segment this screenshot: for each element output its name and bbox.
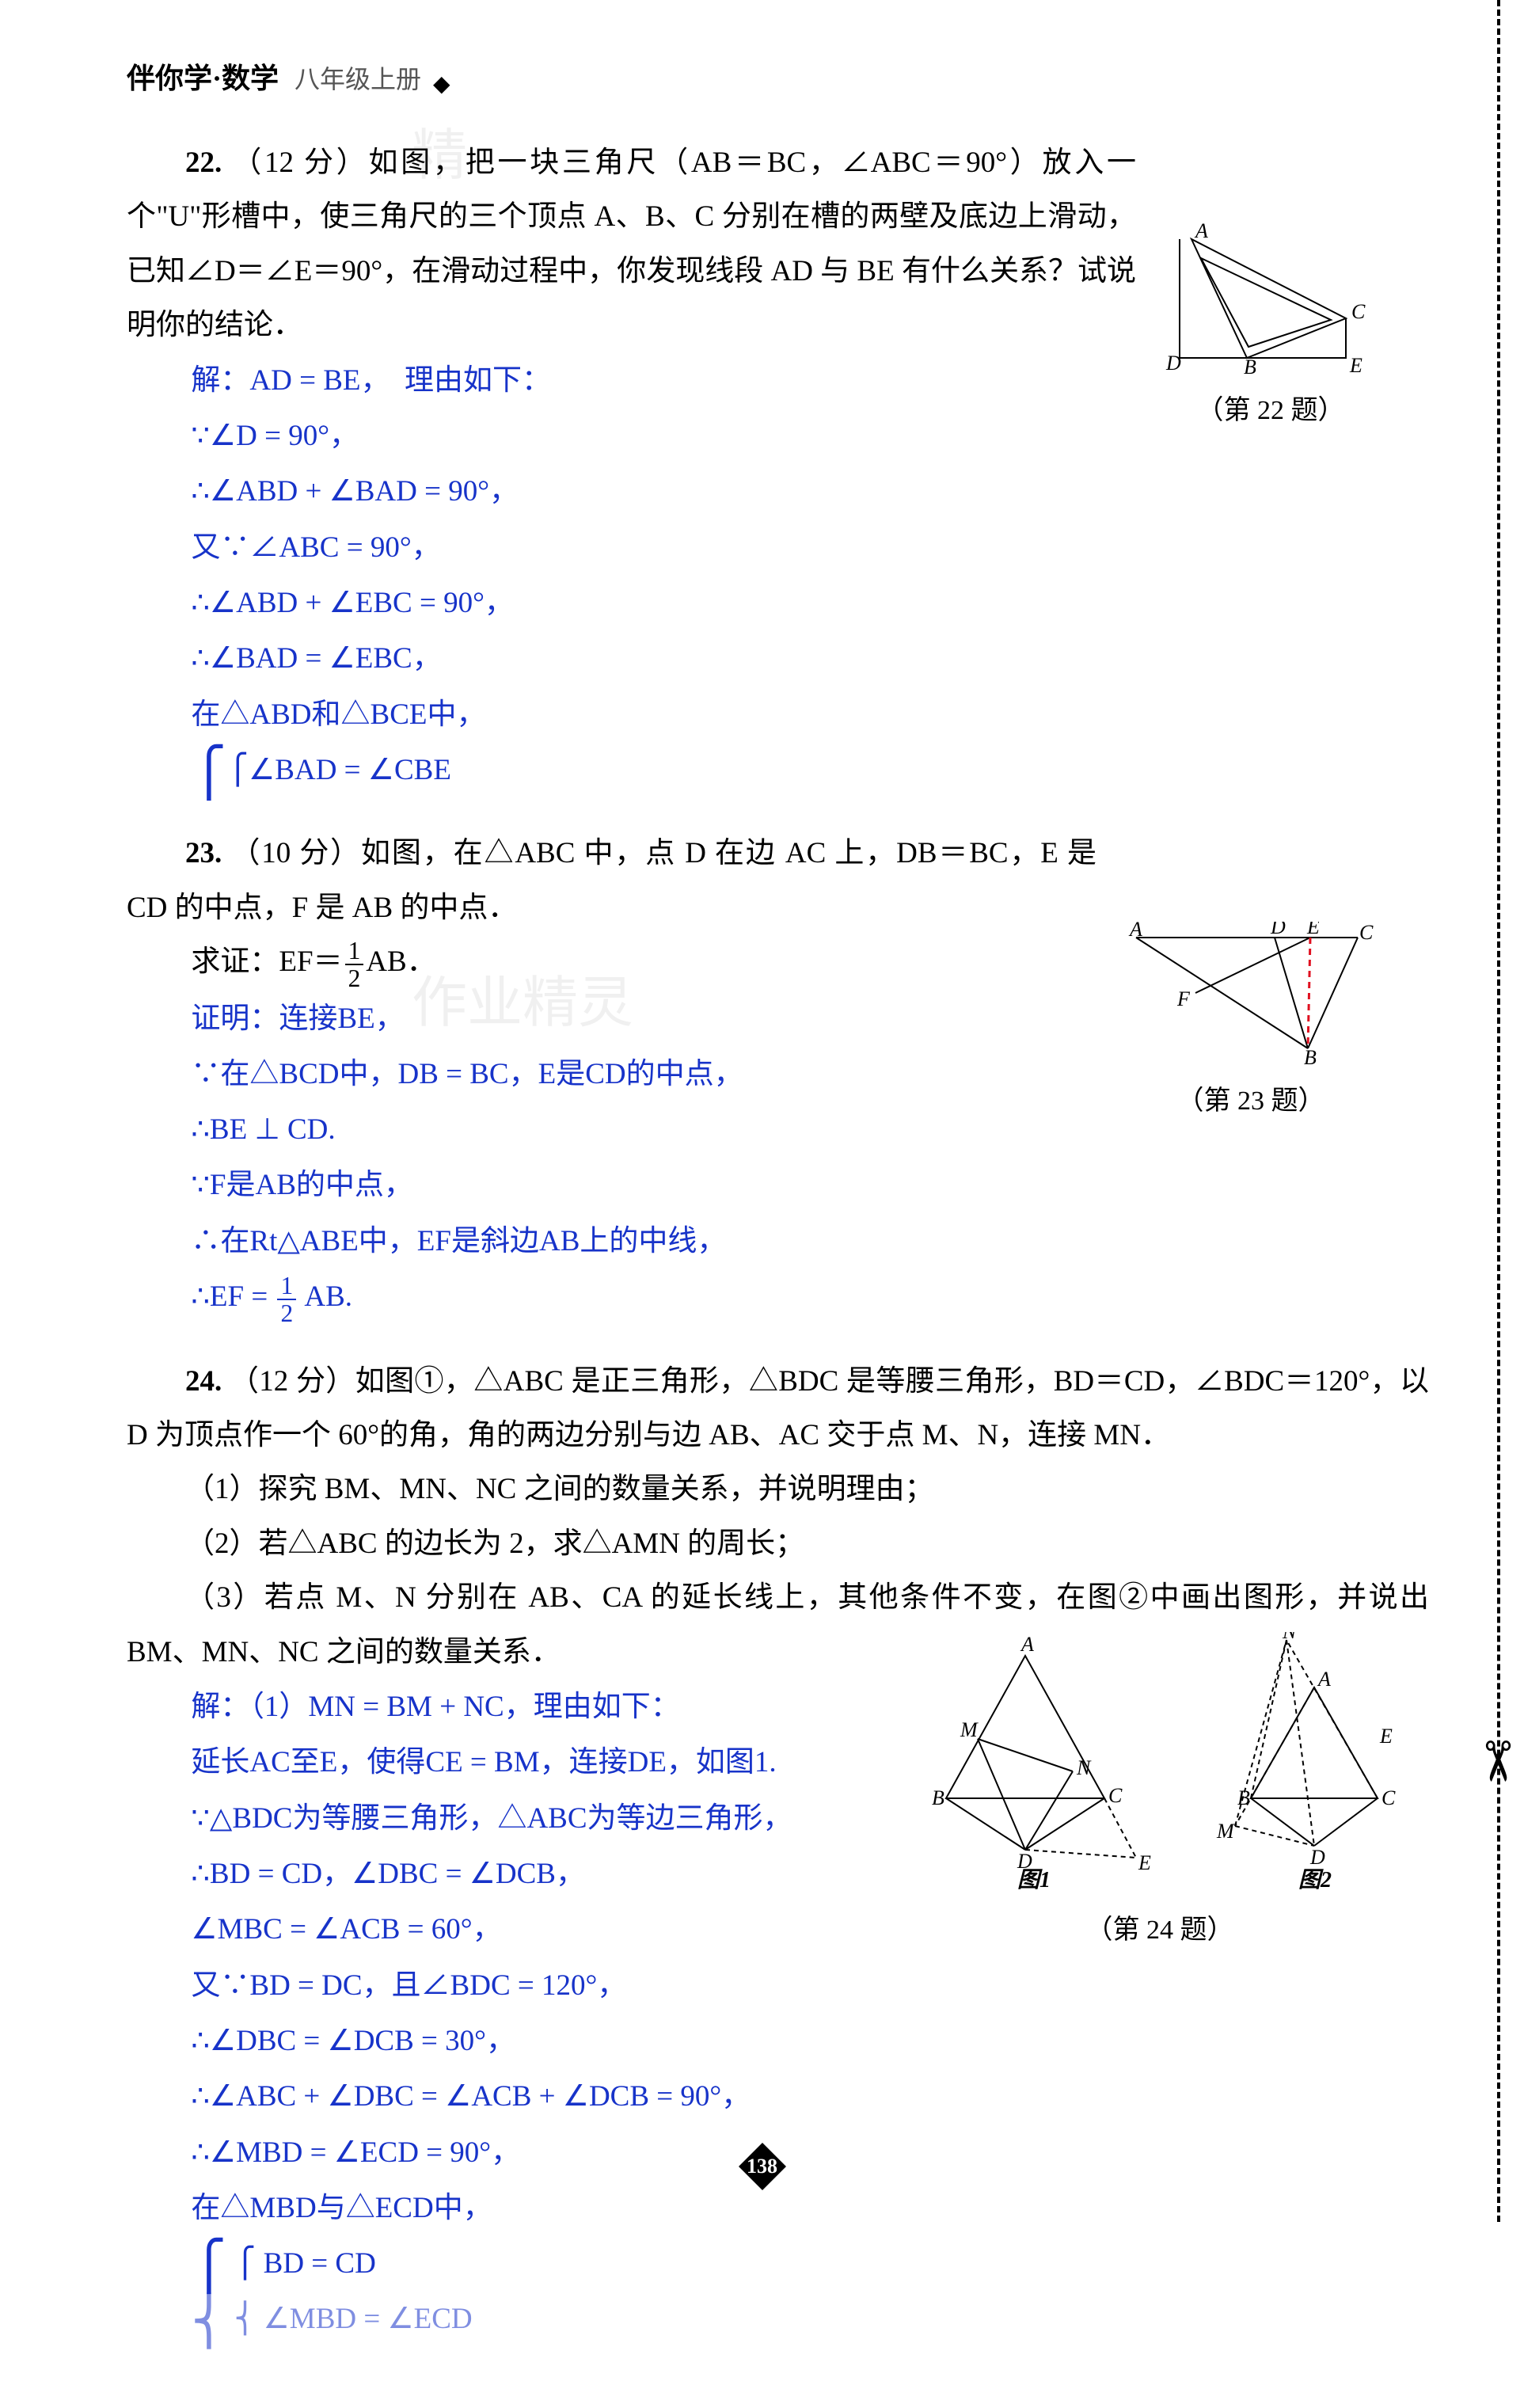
p23-statement: 23. （10 分）如图，在△ABC 中，点 D 在边 AC 上，DB＝BC，E… <box>127 827 1429 935</box>
frac-den: 2 <box>345 965 364 991</box>
p23-prove-pre: 求证：EF＝ <box>191 945 342 978</box>
figure-22: A D B E C （第 22 题） <box>1160 223 1381 427</box>
problem-24: 24. （12 分）如图①，△ABC 是正三角形，△BDC 是等腰三角形，BD＝… <box>127 1355 1429 2348</box>
figure-22-caption: （第 22 题） <box>1160 388 1381 427</box>
sol-line: ∴∠MBD = ∠ECD = 90°， <box>191 2125 1429 2181</box>
book-title: 伴你学·数学 <box>127 55 279 97</box>
figure-22-svg: A D B E C <box>1160 223 1381 374</box>
svg-text:A: A <box>1020 1633 1034 1656</box>
svg-text:M: M <box>960 1718 979 1741</box>
problem-22: A D B E C （第 22 题） 22. （12 分）如图，把一块三角尺（A… <box>127 136 1429 798</box>
figure-24: A M N B C D E 图1 <box>914 1632 1405 1946</box>
svg-text:D: D <box>1165 352 1181 374</box>
sol-line: ∴∠DBC = ∠DCB = 30°， <box>191 2014 1429 2069</box>
p24-number: 24. <box>185 1365 222 1398</box>
svg-text:D: D <box>1270 922 1286 938</box>
page-number-badge: 138 <box>739 2143 786 2190</box>
sol-line: 又∵∠ABC = 90°， <box>191 520 1429 576</box>
sol-line: ⎧⎧∠BAD = ∠CBE <box>191 743 1429 798</box>
sol-text: ⎨ ∠MBD = ∠ECD <box>234 2303 473 2335</box>
page-content: 伴你学·数学 八年级上册 ◆ 精 作业精灵 A D B E C （第 22 题）… <box>0 0 1524 2408</box>
sol-text: ⎧ BD = CD <box>234 2247 376 2280</box>
svg-text:F: F <box>1176 987 1191 1010</box>
sol-text: ∴EF = <box>191 1280 275 1313</box>
sol-line: ∴∠ABD + ∠EBC = 90°， <box>191 576 1429 631</box>
svg-text:C: C <box>1381 1786 1396 1809</box>
svg-text:A: A <box>1128 922 1142 941</box>
p24-points: （12 分） <box>230 1365 355 1398</box>
figure-23-caption: （第 23 题） <box>1120 1078 1381 1117</box>
p24-statement: 24. （12 分）如图①，△ABC 是正三角形，△BDC 是等腰三角形，BD＝… <box>127 1355 1429 1463</box>
p22-points: （12 分） <box>232 146 368 179</box>
problem-23: A D E C F B （第 23 题） 23. （10 分）如图，在△ABC … <box>127 827 1429 1326</box>
sol-line: 在△MBD与△ECD中， <box>191 2181 1429 2236</box>
sol-line: 又∵BD = DC，且∠BDC = 120°， <box>191 1958 1429 2014</box>
svg-text:A: A <box>1317 1668 1331 1691</box>
page-header: 伴你学·数学 八年级上册 ◆ <box>127 55 1429 97</box>
figure-23: A D E C F B （第 23 题） <box>1120 922 1381 1117</box>
figure-24-caption: （第 24 题） <box>914 1908 1405 1946</box>
svg-text:E: E <box>1138 1851 1151 1874</box>
sol-line: ∴在Rt△ABE中，EF是斜边AB上的中线， <box>191 1214 1429 1269</box>
figure-24-svg: A M N B C D E 图1 <box>914 1632 1405 1893</box>
sol-line: ∵F是AB的中点， <box>191 1158 1429 1213</box>
p22-number: 22. <box>185 146 222 179</box>
svg-text:C: C <box>1359 922 1374 944</box>
svg-text:M: M <box>1216 1820 1235 1843</box>
svg-text:E: E <box>1349 354 1362 374</box>
p23-number: 23. <box>185 837 222 869</box>
svg-text:C: C <box>1351 300 1366 323</box>
p24-sub1: （1）探究 BM、MN、NC 之间的数量关系，并说明理由； <box>127 1463 1429 1516</box>
header-ornament: ◆ <box>433 70 450 97</box>
svg-text:E: E <box>1379 1725 1393 1748</box>
svg-text:图1: 图1 <box>1017 1868 1051 1893</box>
figure-23-svg: A D E C F B <box>1120 922 1381 1064</box>
svg-text:B: B <box>1304 1046 1317 1064</box>
sol-line: ∴EF = 12 AB. <box>191 1269 1429 1326</box>
frac-den: 2 <box>277 1300 296 1326</box>
svg-text:B: B <box>1237 1786 1250 1809</box>
svg-text:C: C <box>1108 1784 1123 1807</box>
sol-text: ⎧∠BAD = ∠CBE <box>226 754 451 786</box>
sol-line: 在△ABD和△BCE中， <box>191 687 1429 743</box>
svg-text:B: B <box>1244 356 1256 374</box>
p23-prove-post: AB． <box>366 945 435 978</box>
svg-text:D: D <box>1309 1846 1325 1869</box>
book-subtitle: 八年级上册 <box>295 59 421 96</box>
svg-text:N: N <box>1282 1632 1298 1643</box>
frac-num: 1 <box>277 1272 296 1300</box>
sol-text: AB. <box>298 1280 352 1313</box>
svg-text:B: B <box>932 1786 944 1809</box>
svg-text:N: N <box>1076 1756 1092 1779</box>
sol-line: ∴∠ABD + ∠BAD = 90°， <box>191 464 1429 519</box>
svg-text:A: A <box>1194 223 1208 242</box>
page-number: 138 <box>747 2155 777 2178</box>
sol-text: ∴在Rt△ABE中，EF是斜边AB上的中线， <box>191 1225 726 1257</box>
svg-text:E: E <box>1306 922 1320 938</box>
p23-points: （10 分） <box>230 837 361 869</box>
sol-line: ⎧ ⎧ BD = CD <box>191 2236 1429 2292</box>
sol-line-cut: ⎨ ⎨ ∠MBD = ∠ECD <box>191 2292 1429 2347</box>
svg-text:图2: 图2 <box>1298 1868 1332 1893</box>
p24-sub2: （2）若△ABC 的边长为 2，求△AMN 的周长； <box>127 1517 1429 1571</box>
sol-line: ∴∠ABC + ∠DBC = ∠ACB + ∠DCB = 90°， <box>191 2069 1429 2125</box>
frac-num: 1 <box>345 938 364 965</box>
sol-line: ∴∠BAD = ∠EBC， <box>191 631 1429 687</box>
